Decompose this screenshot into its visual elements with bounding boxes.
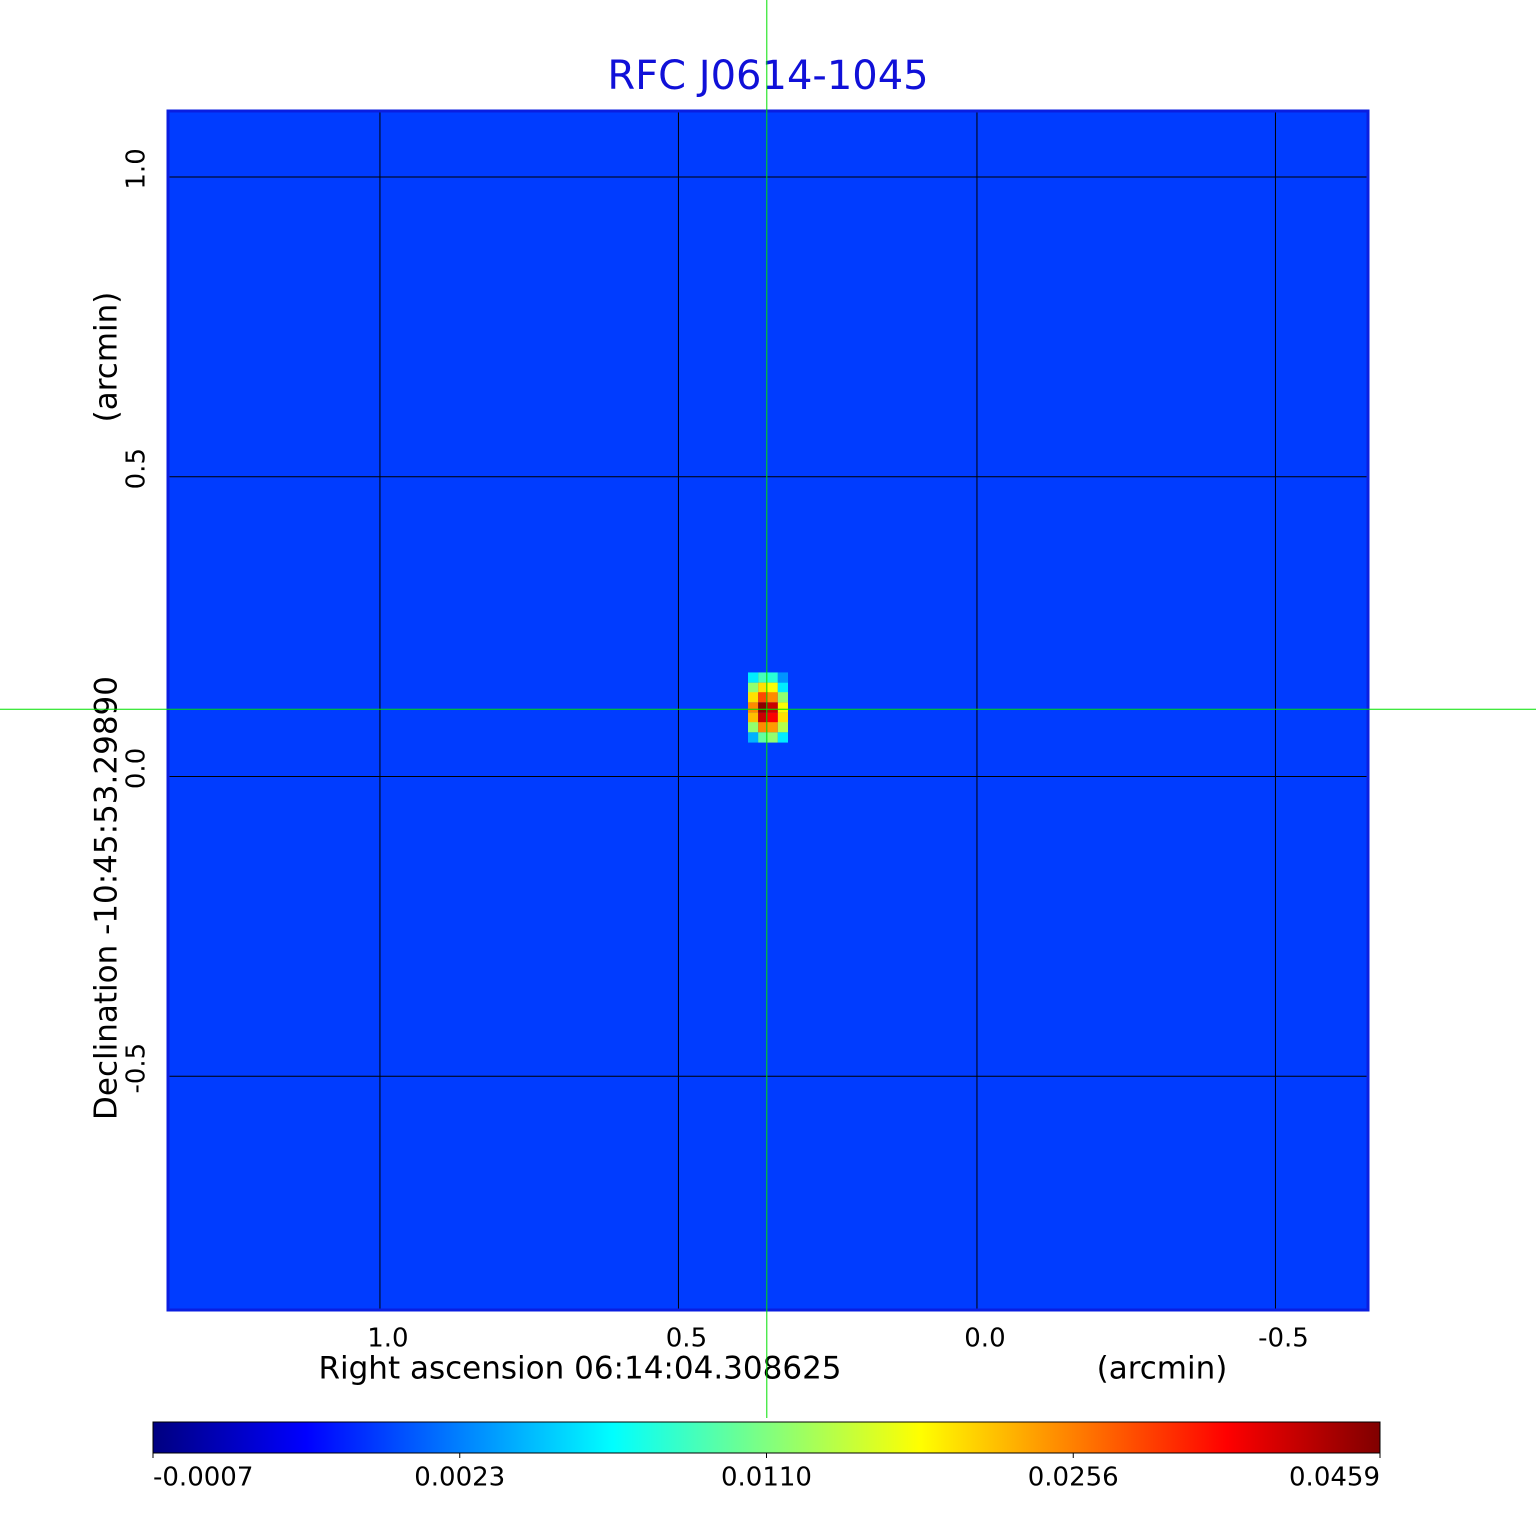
pixel xyxy=(748,682,759,693)
pixel xyxy=(758,722,769,733)
pixel xyxy=(767,682,778,693)
pixel xyxy=(758,692,769,703)
y-tick-label: 0.5 xyxy=(122,448,152,489)
pixel xyxy=(767,722,778,733)
x-tick-label: -0.5 xyxy=(1258,1324,1309,1354)
pixel xyxy=(767,732,778,743)
colorbar xyxy=(152,1421,1381,1454)
y-tick-label: 0.0 xyxy=(122,748,152,789)
x-tick-label: 0.0 xyxy=(964,1324,1005,1354)
pixel xyxy=(748,672,759,683)
colorbar-tick-label: 0.0256 xyxy=(1028,1463,1119,1493)
pixel xyxy=(777,722,788,733)
pixel xyxy=(767,712,778,723)
pixel xyxy=(767,702,778,713)
colorbar-tick-label: 0.0459 xyxy=(1289,1463,1380,1493)
pixel xyxy=(748,732,759,743)
y-tick-label: 1.0 xyxy=(122,148,152,189)
y-tick-label: -0.5 xyxy=(122,1043,152,1094)
colorbar-tick-label: 0.0023 xyxy=(414,1463,505,1493)
x-axis-label: Right ascension 06:14:04.308625 xyxy=(318,1351,841,1387)
pixel xyxy=(758,732,769,743)
pixel xyxy=(777,672,788,683)
pixel xyxy=(748,722,759,733)
pixel xyxy=(758,712,769,723)
pixel xyxy=(758,682,769,693)
x-tick-label: 1.0 xyxy=(367,1324,408,1354)
pixel xyxy=(777,682,788,693)
y-axis-label: Declination -10:45:53.29890 xyxy=(89,676,125,1120)
pixel xyxy=(758,702,769,713)
colorbar-tick-label: -0.0007 xyxy=(153,1463,253,1493)
plot-border xyxy=(166,109,1370,1312)
pixel xyxy=(767,672,778,683)
pixel xyxy=(748,712,759,723)
pixel xyxy=(777,702,788,713)
x-axis-unit: (arcmin) xyxy=(1097,1351,1228,1387)
chart-title: RFC J0614-1045 xyxy=(607,53,928,99)
x-tick-label: 0.5 xyxy=(666,1324,707,1354)
pixel xyxy=(777,692,788,703)
pixel xyxy=(748,702,759,713)
pixel xyxy=(767,692,778,703)
colorbar-tick-label: 0.0110 xyxy=(721,1463,812,1493)
y-axis-unit: (arcmin) xyxy=(89,292,125,423)
pixel xyxy=(748,692,759,703)
pixel xyxy=(777,732,788,743)
pixel xyxy=(777,712,788,723)
pixel xyxy=(758,672,769,683)
